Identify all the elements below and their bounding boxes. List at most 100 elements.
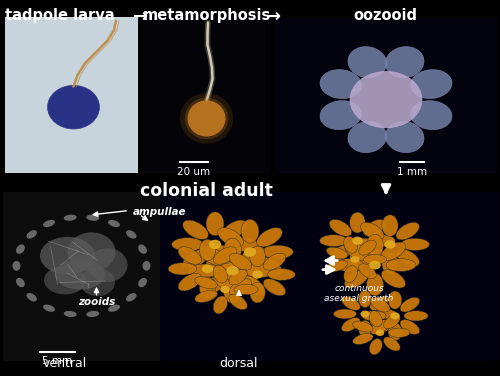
Ellipse shape <box>330 245 351 262</box>
Ellipse shape <box>178 273 202 291</box>
Ellipse shape <box>88 248 128 282</box>
Ellipse shape <box>64 311 76 317</box>
Ellipse shape <box>138 278 147 287</box>
Ellipse shape <box>264 253 285 270</box>
Text: oozooid: oozooid <box>353 8 417 23</box>
Bar <box>275 17 498 173</box>
Ellipse shape <box>230 253 252 270</box>
Ellipse shape <box>404 311 428 321</box>
Ellipse shape <box>264 279 285 296</box>
Ellipse shape <box>43 305 55 312</box>
Ellipse shape <box>241 219 259 243</box>
Ellipse shape <box>138 244 147 254</box>
Ellipse shape <box>348 47 387 78</box>
Ellipse shape <box>342 296 360 310</box>
Ellipse shape <box>178 247 202 264</box>
Bar <box>160 192 318 361</box>
Ellipse shape <box>384 315 400 329</box>
Ellipse shape <box>213 296 228 314</box>
Ellipse shape <box>344 265 357 283</box>
Text: →: → <box>134 8 148 26</box>
Ellipse shape <box>358 320 372 338</box>
Bar <box>318 192 498 361</box>
Ellipse shape <box>344 242 369 261</box>
Ellipse shape <box>396 222 419 240</box>
Ellipse shape <box>200 239 216 261</box>
Ellipse shape <box>382 252 398 274</box>
Ellipse shape <box>364 220 386 236</box>
Ellipse shape <box>360 249 384 267</box>
Ellipse shape <box>222 220 248 240</box>
Ellipse shape <box>366 273 384 296</box>
Ellipse shape <box>220 268 248 280</box>
Text: tadpole larva: tadpole larva <box>5 8 115 23</box>
Ellipse shape <box>390 312 400 319</box>
Ellipse shape <box>370 318 388 332</box>
Ellipse shape <box>12 261 20 271</box>
Ellipse shape <box>182 249 208 269</box>
Ellipse shape <box>344 270 369 288</box>
Ellipse shape <box>241 261 259 285</box>
Ellipse shape <box>209 240 221 249</box>
Ellipse shape <box>344 236 357 253</box>
Text: 5 mm: 5 mm <box>42 356 72 367</box>
Text: continuous
asexual growth: continuous asexual growth <box>324 284 394 303</box>
Ellipse shape <box>218 257 244 276</box>
Ellipse shape <box>320 101 362 130</box>
Ellipse shape <box>195 290 218 302</box>
Ellipse shape <box>370 320 390 334</box>
Ellipse shape <box>142 261 150 271</box>
Ellipse shape <box>256 227 282 247</box>
Ellipse shape <box>202 265 213 273</box>
Ellipse shape <box>180 93 233 144</box>
Text: dorsal: dorsal <box>220 357 258 370</box>
Bar <box>5 17 138 173</box>
Ellipse shape <box>239 276 265 295</box>
Ellipse shape <box>48 85 100 129</box>
Ellipse shape <box>326 260 347 272</box>
Bar <box>142 17 270 173</box>
Ellipse shape <box>184 98 228 139</box>
Ellipse shape <box>182 220 208 240</box>
Ellipse shape <box>213 265 228 283</box>
Ellipse shape <box>224 279 242 303</box>
Ellipse shape <box>350 71 422 128</box>
Ellipse shape <box>262 245 294 259</box>
Ellipse shape <box>222 249 248 269</box>
Ellipse shape <box>195 277 218 289</box>
Ellipse shape <box>250 282 266 303</box>
Ellipse shape <box>80 268 115 296</box>
Ellipse shape <box>364 245 386 262</box>
Ellipse shape <box>360 311 370 317</box>
Ellipse shape <box>206 253 224 277</box>
Ellipse shape <box>44 266 86 294</box>
Ellipse shape <box>239 246 265 266</box>
Ellipse shape <box>342 318 360 332</box>
Text: →: → <box>266 8 281 26</box>
Ellipse shape <box>214 273 237 291</box>
Ellipse shape <box>369 261 381 270</box>
Ellipse shape <box>358 264 376 279</box>
Ellipse shape <box>218 227 244 247</box>
Ellipse shape <box>386 47 424 78</box>
Ellipse shape <box>200 277 216 299</box>
Ellipse shape <box>330 220 351 236</box>
Text: ampullae: ampullae <box>132 208 186 217</box>
Text: ventral: ventral <box>43 357 87 370</box>
Ellipse shape <box>368 235 396 247</box>
Ellipse shape <box>244 247 256 256</box>
Ellipse shape <box>360 222 384 240</box>
Ellipse shape <box>126 230 136 239</box>
Ellipse shape <box>26 230 37 239</box>
Ellipse shape <box>364 255 386 264</box>
Ellipse shape <box>64 215 76 221</box>
Ellipse shape <box>352 321 373 332</box>
Ellipse shape <box>218 263 247 275</box>
Text: metamorphosis: metamorphosis <box>142 8 270 23</box>
Ellipse shape <box>400 238 430 250</box>
Ellipse shape <box>68 232 116 271</box>
Ellipse shape <box>370 339 382 355</box>
Ellipse shape <box>350 238 380 250</box>
Ellipse shape <box>220 286 230 293</box>
Ellipse shape <box>188 100 226 136</box>
